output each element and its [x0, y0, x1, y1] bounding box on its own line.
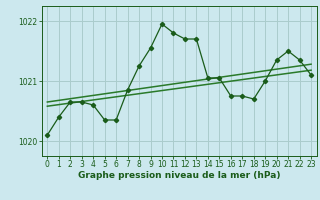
X-axis label: Graphe pression niveau de la mer (hPa): Graphe pression niveau de la mer (hPa): [78, 171, 280, 180]
